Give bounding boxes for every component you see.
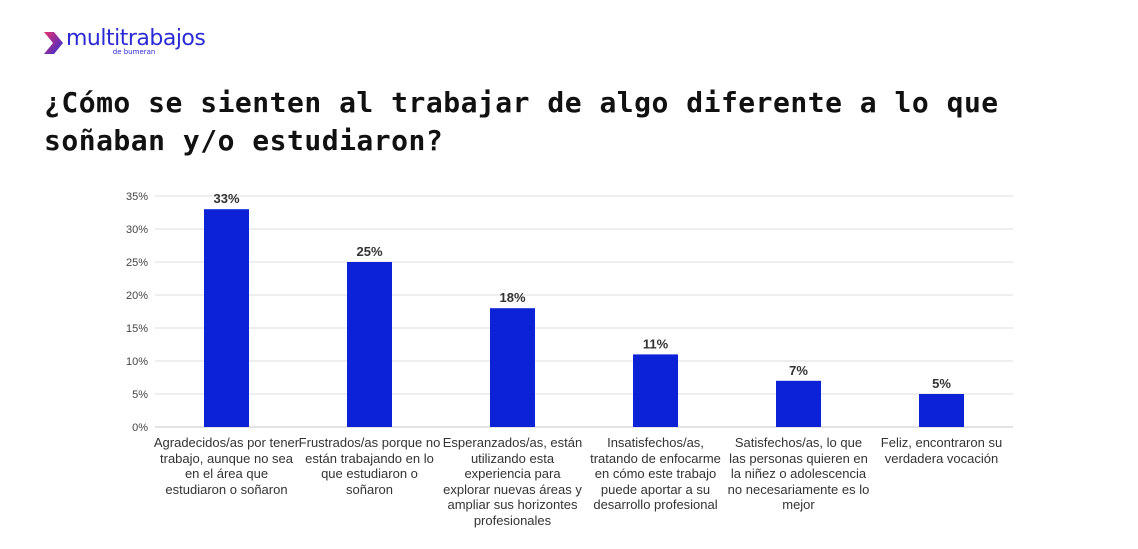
y-tick-label: 15% bbox=[126, 323, 148, 335]
bar bbox=[919, 394, 964, 427]
bar bbox=[490, 308, 535, 427]
y-tick-label: 10% bbox=[126, 356, 148, 368]
data-label: 18% bbox=[499, 290, 525, 305]
chart-title: ¿Cómo se sienten al trabajar de algo dif… bbox=[44, 86, 999, 157]
data-label: 5% bbox=[932, 376, 951, 391]
x-tick-label: Satisfechos/as, lo que las personas quie… bbox=[727, 435, 870, 512]
bar bbox=[633, 354, 678, 427]
y-tick-label: 20% bbox=[126, 290, 148, 302]
y-tick-label: 0% bbox=[132, 422, 148, 434]
x-tick-label: Esperanzados/as, están utilizando esta e… bbox=[442, 435, 583, 528]
bar bbox=[204, 209, 249, 427]
y-tick-label: 5% bbox=[132, 389, 148, 401]
y-tick-label: 35% bbox=[126, 191, 148, 203]
data-label: 25% bbox=[356, 244, 382, 259]
x-tick-label: Insatisfechos/as, tratando de enfocarme … bbox=[590, 435, 721, 512]
logo-chevron-icon bbox=[44, 32, 63, 54]
y-tick-label: 25% bbox=[126, 257, 148, 269]
y-tick-label: 30% bbox=[126, 224, 148, 236]
logo-wordmark: multitrabajos bbox=[66, 26, 206, 51]
bar bbox=[347, 262, 392, 427]
x-tick-label: Agradecidos/as por tener trabajo, aunque… bbox=[153, 435, 300, 497]
bar bbox=[776, 380, 821, 427]
logo-subtitle: de bumeran bbox=[112, 48, 156, 56]
x-tick-label: Feliz, encontraron su verdadera vocación bbox=[880, 435, 1003, 466]
data-label: 33% bbox=[213, 191, 239, 206]
data-label: 11% bbox=[643, 336, 669, 351]
x-tick-label: Frustrados/as porque no están trabajando… bbox=[298, 435, 441, 497]
logo: multitrabajos de bumeran bbox=[42, 26, 206, 56]
data-label: 7% bbox=[789, 363, 808, 378]
